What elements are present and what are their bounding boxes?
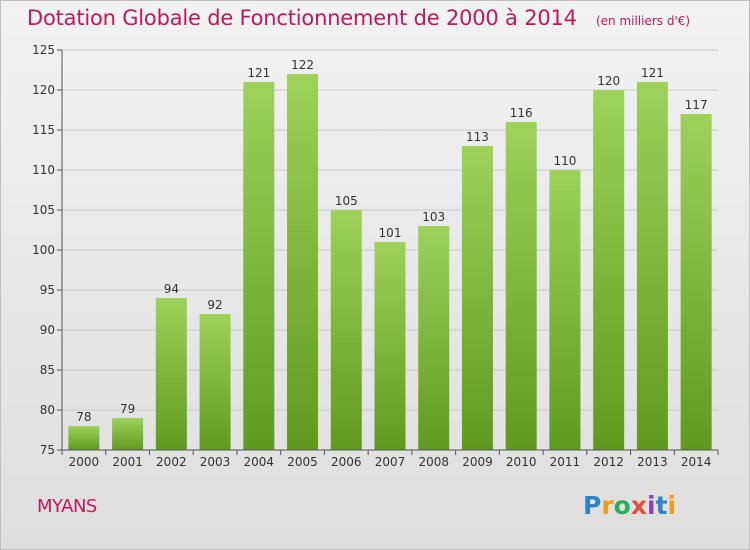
logo-letter: t (655, 491, 668, 520)
logo-letter: P (583, 491, 602, 520)
y-tick-label: 120 (32, 83, 55, 97)
bar-value-label: 117 (685, 98, 708, 112)
y-tick-label: 95 (40, 283, 55, 297)
bar (549, 170, 581, 450)
bar (680, 114, 712, 450)
proxiti-logo[interactable]: Proxiti (583, 491, 676, 520)
bar-value-label: 110 (553, 154, 576, 168)
bar-value-label: 121 (641, 66, 664, 80)
x-tick-label: 2011 (550, 455, 581, 469)
logo-letter: x (630, 491, 647, 520)
y-tick-label: 115 (32, 123, 55, 137)
bars (68, 74, 712, 450)
y-tick-label: 80 (40, 403, 55, 417)
bar (112, 418, 144, 450)
bar-value-label: 113 (466, 130, 489, 144)
x-tick-label: 2004 (244, 455, 275, 469)
bar-value-label: 120 (597, 74, 620, 88)
logo-letter: o (613, 491, 631, 520)
bar-value-label: 78 (76, 410, 91, 424)
y-tick-label: 105 (32, 203, 55, 217)
logo-letter: r (601, 491, 614, 520)
logo-letter: i (647, 491, 656, 520)
y-tick-label: 100 (32, 243, 55, 257)
bar-value-label: 79 (120, 402, 135, 416)
chart-subtitle: (en milliers d'€) (595, 14, 691, 28)
labels: 75 80 85 90 95 100 105 110 115 120 125 78 2000 79 2001… (32, 43, 711, 469)
x-tick-label: 2008 (418, 455, 449, 469)
y-tick-label: 110 (32, 163, 55, 177)
y-tick-label: 125 (32, 43, 55, 57)
bar-value-label: 101 (379, 226, 402, 240)
x-tick-label: 2001 (112, 455, 143, 469)
bar (330, 210, 362, 450)
bar (243, 82, 275, 450)
bar (199, 314, 231, 450)
axes (57, 49, 719, 455)
logo-letter: i (667, 491, 677, 520)
y-tick-label: 90 (40, 323, 55, 337)
x-tick-label: 2007 (375, 455, 406, 469)
x-tick-label: 2005 (287, 455, 318, 469)
bar (374, 242, 406, 450)
bar-value-label: 122 (291, 58, 314, 72)
bar-value-label: 116 (510, 106, 533, 120)
y-tick-label: 75 (40, 443, 55, 457)
x-tick-label: 2014 (681, 455, 712, 469)
commune-name: MYANS (37, 496, 97, 517)
bar-value-label: 94 (164, 282, 179, 296)
bar-value-label: 92 (207, 298, 222, 312)
x-tick-label: 2010 (506, 455, 537, 469)
bar-value-label: 121 (247, 66, 270, 80)
bar (68, 426, 100, 450)
bar-value-label: 103 (422, 210, 445, 224)
title-block: Dotation Globale de Fonctionnement de 20… (27, 6, 690, 30)
x-tick-label: 2006 (331, 455, 362, 469)
bar (461, 146, 493, 450)
bar (636, 82, 668, 450)
bar (505, 122, 537, 450)
bar (418, 226, 450, 450)
bar (287, 74, 319, 450)
x-tick-label: 2012 (593, 455, 624, 469)
x-tick-label: 2003 (200, 455, 231, 469)
x-tick-label: 2013 (637, 455, 668, 469)
chart-title: Dotation Globale de Fonctionnement de 20… (27, 6, 577, 30)
y-tick-label: 85 (40, 363, 55, 377)
x-tick-label: 2009 (462, 455, 493, 469)
bar (155, 298, 187, 450)
x-tick-label: 2002 (156, 455, 187, 469)
bar-value-label: 105 (335, 194, 358, 208)
bar (593, 90, 625, 450)
x-tick-label: 2000 (69, 455, 100, 469)
